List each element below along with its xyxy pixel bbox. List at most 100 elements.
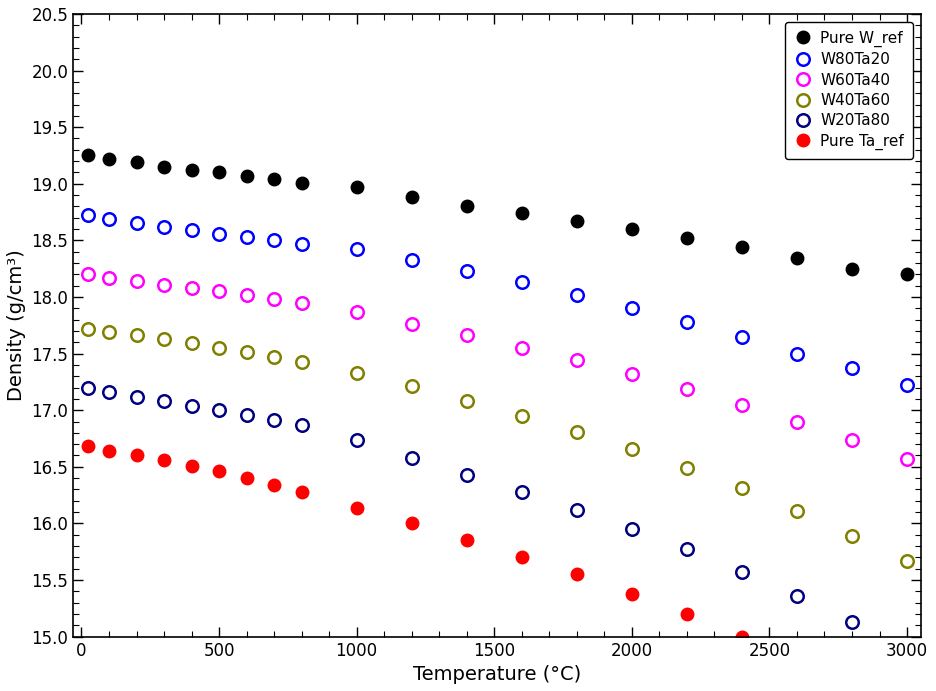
W60Ta40 [185,284,197,292]
Line: W80Ta20: W80Ta20 [82,209,913,392]
W80Ta20 [736,332,747,341]
W80Ta20 [241,233,252,241]
W40Ta60 [680,464,692,472]
Pure Ta_ref [82,442,94,451]
W60Ta40 [900,455,912,463]
Pure W_ref [241,171,252,180]
W40Ta60 [241,348,252,357]
W60Ta40 [213,287,225,296]
W80Ta20 [103,215,114,223]
W60Ta40 [736,400,747,408]
Pure Ta_ref [625,589,636,598]
Pure W_ref [516,209,527,218]
Pure W_ref [680,234,692,243]
Pure Ta_ref [516,553,527,562]
Pure Ta_ref [241,474,252,482]
W20Ta80 [900,644,912,652]
W60Ta40 [296,299,307,307]
W60Ta40 [461,332,472,340]
Line: W60Ta40: W60Ta40 [82,268,913,465]
Pure W_ref [82,151,94,160]
Y-axis label: Density (g/cm³): Density (g/cm³) [7,249,26,401]
W80Ta20 [296,240,307,248]
W20Ta80 [625,525,636,533]
W20Ta80 [158,397,169,406]
W40Ta60 [461,397,472,406]
Line: W40Ta60: W40Ta60 [82,323,913,567]
W80Ta20 [185,226,197,234]
W60Ta40 [131,277,142,285]
W20Ta80 [213,406,225,415]
Pure W_ref [131,158,142,167]
W40Ta60 [296,357,307,366]
W60Ta40 [269,295,280,303]
W40Ta60 [571,428,582,436]
W60Ta40 [241,291,252,299]
W20Ta80 [296,421,307,429]
W20Ta80 [269,416,280,424]
W80Ta20 [680,318,692,326]
Pure W_ref [736,243,747,252]
Pure Ta_ref [131,451,142,460]
W60Ta40 [571,357,582,365]
W60Ta40 [158,281,169,289]
W40Ta60 [269,353,280,361]
X-axis label: Temperature (°C): Temperature (°C) [413,665,580,684]
Legend: Pure W_ref, W80Ta20, W60Ta40, W40Ta60, W20Ta80, Pure Ta_ref: Pure W_ref, W80Ta20, W60Ta40, W40Ta60, W… [784,21,913,159]
W20Ta80 [791,591,802,600]
W80Ta20 [625,304,636,312]
W20Ta80 [185,401,197,410]
W80Ta20 [791,350,802,358]
Pure W_ref [461,202,472,211]
Pure W_ref [351,183,362,191]
W60Ta40 [351,307,362,316]
Pure Ta_ref [571,570,582,578]
Pure Ta_ref [103,447,114,455]
W40Ta60 [845,532,856,540]
W80Ta20 [516,278,527,286]
Pure W_ref [158,162,169,171]
W40Ta60 [791,507,802,515]
W20Ta80 [405,453,417,462]
W80Ta20 [82,211,94,220]
Pure Ta_ref [680,610,692,618]
W60Ta40 [82,270,94,278]
W20Ta80 [571,506,582,514]
W20Ta80 [516,488,527,496]
W40Ta60 [405,382,417,390]
W60Ta40 [625,370,636,378]
W60Ta40 [405,320,417,328]
Pure W_ref [405,193,417,202]
Pure W_ref [269,175,280,183]
Pure Ta_ref [791,657,802,665]
W60Ta40 [845,435,856,444]
Pure Ta_ref [158,456,169,464]
Pure W_ref [296,178,307,187]
Pure W_ref [571,217,582,225]
W80Ta20 [351,245,362,254]
W60Ta40 [680,385,692,393]
Pure W_ref [103,155,114,163]
Pure W_ref [791,254,802,263]
Pure W_ref [213,169,225,177]
W40Ta60 [736,484,747,493]
W20Ta80 [103,388,114,396]
W80Ta20 [900,381,912,390]
Pure Ta_ref [213,467,225,475]
W80Ta20 [131,219,142,227]
W80Ta20 [158,223,169,231]
Line: W20Ta80: W20Ta80 [82,381,913,654]
Pure Ta_ref [269,481,280,489]
Pure Ta_ref [461,536,472,545]
W20Ta80 [82,384,94,392]
W40Ta60 [351,369,362,377]
W80Ta20 [213,229,225,238]
Line: Pure Ta_ref: Pure Ta_ref [82,440,913,691]
Pure Ta_ref [351,504,362,512]
W20Ta80 [131,392,142,401]
Pure Ta_ref [736,632,747,641]
W40Ta60 [103,328,114,337]
Pure W_ref [625,225,636,233]
Pure Ta_ref [845,683,856,691]
Pure Ta_ref [405,519,417,527]
